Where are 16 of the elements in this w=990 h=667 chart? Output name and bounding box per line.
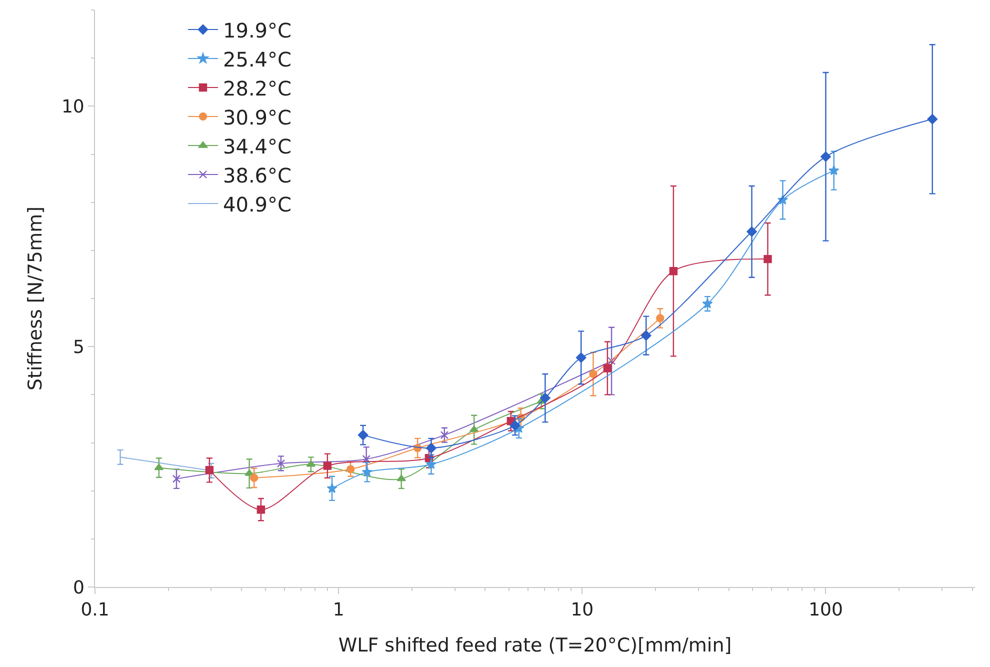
x-axis-title: WLF shifted feed rate (T=20°C)[mm/min]: [338, 634, 732, 656]
x-tick-label: 100: [808, 600, 843, 621]
y-tick-label: 5: [72, 336, 84, 358]
legend-label: 34.4°C: [223, 134, 292, 158]
legend-label: 19.9°C: [223, 18, 292, 42]
legend-label: 25.4°C: [223, 47, 292, 72]
legend-label: 38.6°C: [223, 163, 292, 188]
y-tick-label: 0: [72, 577, 84, 598]
x-tick-label: 10: [570, 600, 594, 621]
y-tick-label: 10: [61, 96, 84, 118]
x-tick-label: 0.1: [80, 600, 110, 621]
legend-label: 40.9°C: [223, 192, 292, 216]
y-axis-title: Stiffness [N/75mm]: [24, 206, 46, 391]
legend-label: 28.2°C: [223, 76, 292, 100]
legend-label: 30.9°C: [223, 105, 292, 130]
x-tick-label: 1: [332, 600, 344, 621]
